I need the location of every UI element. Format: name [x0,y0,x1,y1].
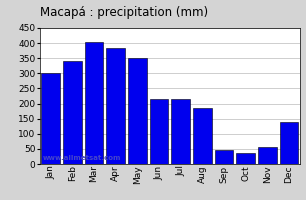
Text: Macapá : precipitation (mm): Macapá : precipitation (mm) [40,6,208,19]
Bar [215,150,233,164]
Bar [85,42,103,164]
Bar [193,108,211,164]
Bar [258,147,277,164]
Bar [41,73,60,164]
Bar [106,48,125,164]
Text: www.allmetsat.com: www.allmetsat.com [42,155,121,161]
Bar [237,153,255,164]
Bar [171,99,190,164]
Bar [128,58,147,164]
Bar [63,61,81,164]
Bar [280,122,298,164]
Bar [150,99,168,164]
